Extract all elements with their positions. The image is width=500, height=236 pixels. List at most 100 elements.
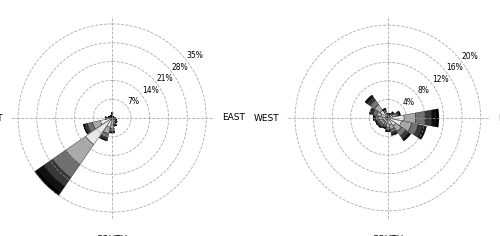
Bar bbox=[392, 112, 394, 114]
Bar bbox=[378, 124, 382, 127]
Bar bbox=[112, 117, 113, 118]
Bar bbox=[390, 124, 394, 129]
Bar bbox=[404, 113, 415, 123]
Bar bbox=[387, 113, 388, 114]
Bar bbox=[389, 113, 390, 114]
Bar bbox=[107, 118, 112, 127]
Bar bbox=[373, 110, 378, 116]
Bar bbox=[114, 123, 116, 125]
Bar bbox=[380, 122, 384, 126]
Bar bbox=[382, 127, 386, 129]
Bar bbox=[114, 125, 116, 126]
Bar bbox=[416, 111, 425, 125]
Bar bbox=[100, 118, 112, 125]
Bar bbox=[388, 114, 390, 115]
Bar bbox=[52, 150, 80, 178]
Bar bbox=[114, 124, 116, 126]
Bar bbox=[100, 137, 108, 141]
Bar bbox=[388, 115, 390, 116]
Bar bbox=[111, 116, 112, 117]
Bar bbox=[44, 159, 71, 186]
Bar bbox=[374, 115, 376, 121]
Bar bbox=[376, 120, 379, 125]
Bar bbox=[114, 118, 116, 120]
Bar bbox=[38, 165, 65, 192]
Bar bbox=[386, 114, 388, 118]
Bar bbox=[388, 118, 396, 126]
Bar bbox=[110, 125, 114, 129]
Bar bbox=[384, 122, 387, 125]
Bar bbox=[390, 128, 396, 133]
Bar bbox=[382, 108, 386, 110]
Bar bbox=[382, 117, 388, 119]
Bar bbox=[87, 122, 95, 132]
Bar bbox=[435, 109, 439, 127]
Bar bbox=[392, 132, 398, 135]
Bar bbox=[110, 117, 112, 118]
Bar bbox=[420, 126, 426, 139]
Bar bbox=[414, 125, 423, 137]
Bar bbox=[112, 116, 113, 117]
Bar bbox=[378, 125, 382, 128]
Bar bbox=[388, 116, 389, 118]
Bar bbox=[104, 126, 110, 134]
Bar bbox=[418, 126, 425, 139]
Bar bbox=[116, 122, 117, 123]
Bar bbox=[382, 126, 386, 128]
Bar bbox=[396, 112, 399, 116]
Bar bbox=[382, 109, 386, 110]
Bar bbox=[115, 119, 116, 120]
Bar bbox=[116, 121, 117, 123]
Bar bbox=[110, 117, 111, 118]
Bar bbox=[404, 134, 411, 141]
Bar bbox=[432, 110, 436, 126]
Bar bbox=[382, 121, 385, 125]
Bar bbox=[370, 108, 373, 114]
Bar bbox=[383, 109, 386, 111]
Bar bbox=[378, 120, 381, 124]
Bar bbox=[400, 121, 411, 131]
Bar bbox=[114, 125, 116, 126]
Bar bbox=[393, 123, 401, 131]
Bar bbox=[106, 117, 107, 119]
Bar bbox=[402, 133, 410, 140]
Bar bbox=[391, 131, 397, 134]
Bar bbox=[92, 121, 102, 129]
Bar bbox=[34, 169, 61, 195]
Bar bbox=[109, 116, 110, 118]
Bar bbox=[381, 114, 388, 118]
Bar bbox=[382, 126, 386, 128]
Bar bbox=[114, 120, 116, 122]
Bar bbox=[398, 111, 400, 115]
Bar bbox=[112, 118, 114, 120]
Bar bbox=[115, 121, 117, 123]
Bar bbox=[110, 116, 111, 117]
Bar bbox=[110, 131, 114, 132]
Bar bbox=[100, 135, 108, 140]
Bar bbox=[116, 119, 117, 121]
Bar bbox=[365, 95, 372, 102]
Bar bbox=[110, 115, 112, 116]
Bar bbox=[388, 116, 390, 118]
Bar bbox=[387, 113, 388, 114]
Bar bbox=[107, 117, 109, 119]
Bar bbox=[389, 113, 390, 114]
Bar bbox=[383, 124, 386, 127]
Bar bbox=[86, 118, 112, 144]
Bar bbox=[388, 118, 402, 126]
Bar bbox=[108, 116, 109, 117]
Bar bbox=[84, 124, 88, 134]
Bar bbox=[390, 113, 393, 115]
Bar bbox=[388, 115, 392, 118]
Bar bbox=[374, 105, 382, 113]
Bar bbox=[398, 111, 400, 116]
Bar bbox=[388, 118, 392, 125]
Bar bbox=[392, 133, 398, 135]
Bar bbox=[112, 118, 114, 119]
Bar bbox=[108, 116, 109, 117]
Bar bbox=[388, 115, 404, 121]
Bar bbox=[110, 129, 114, 131]
Bar bbox=[392, 112, 394, 114]
Bar bbox=[114, 119, 116, 122]
Bar bbox=[397, 127, 406, 136]
